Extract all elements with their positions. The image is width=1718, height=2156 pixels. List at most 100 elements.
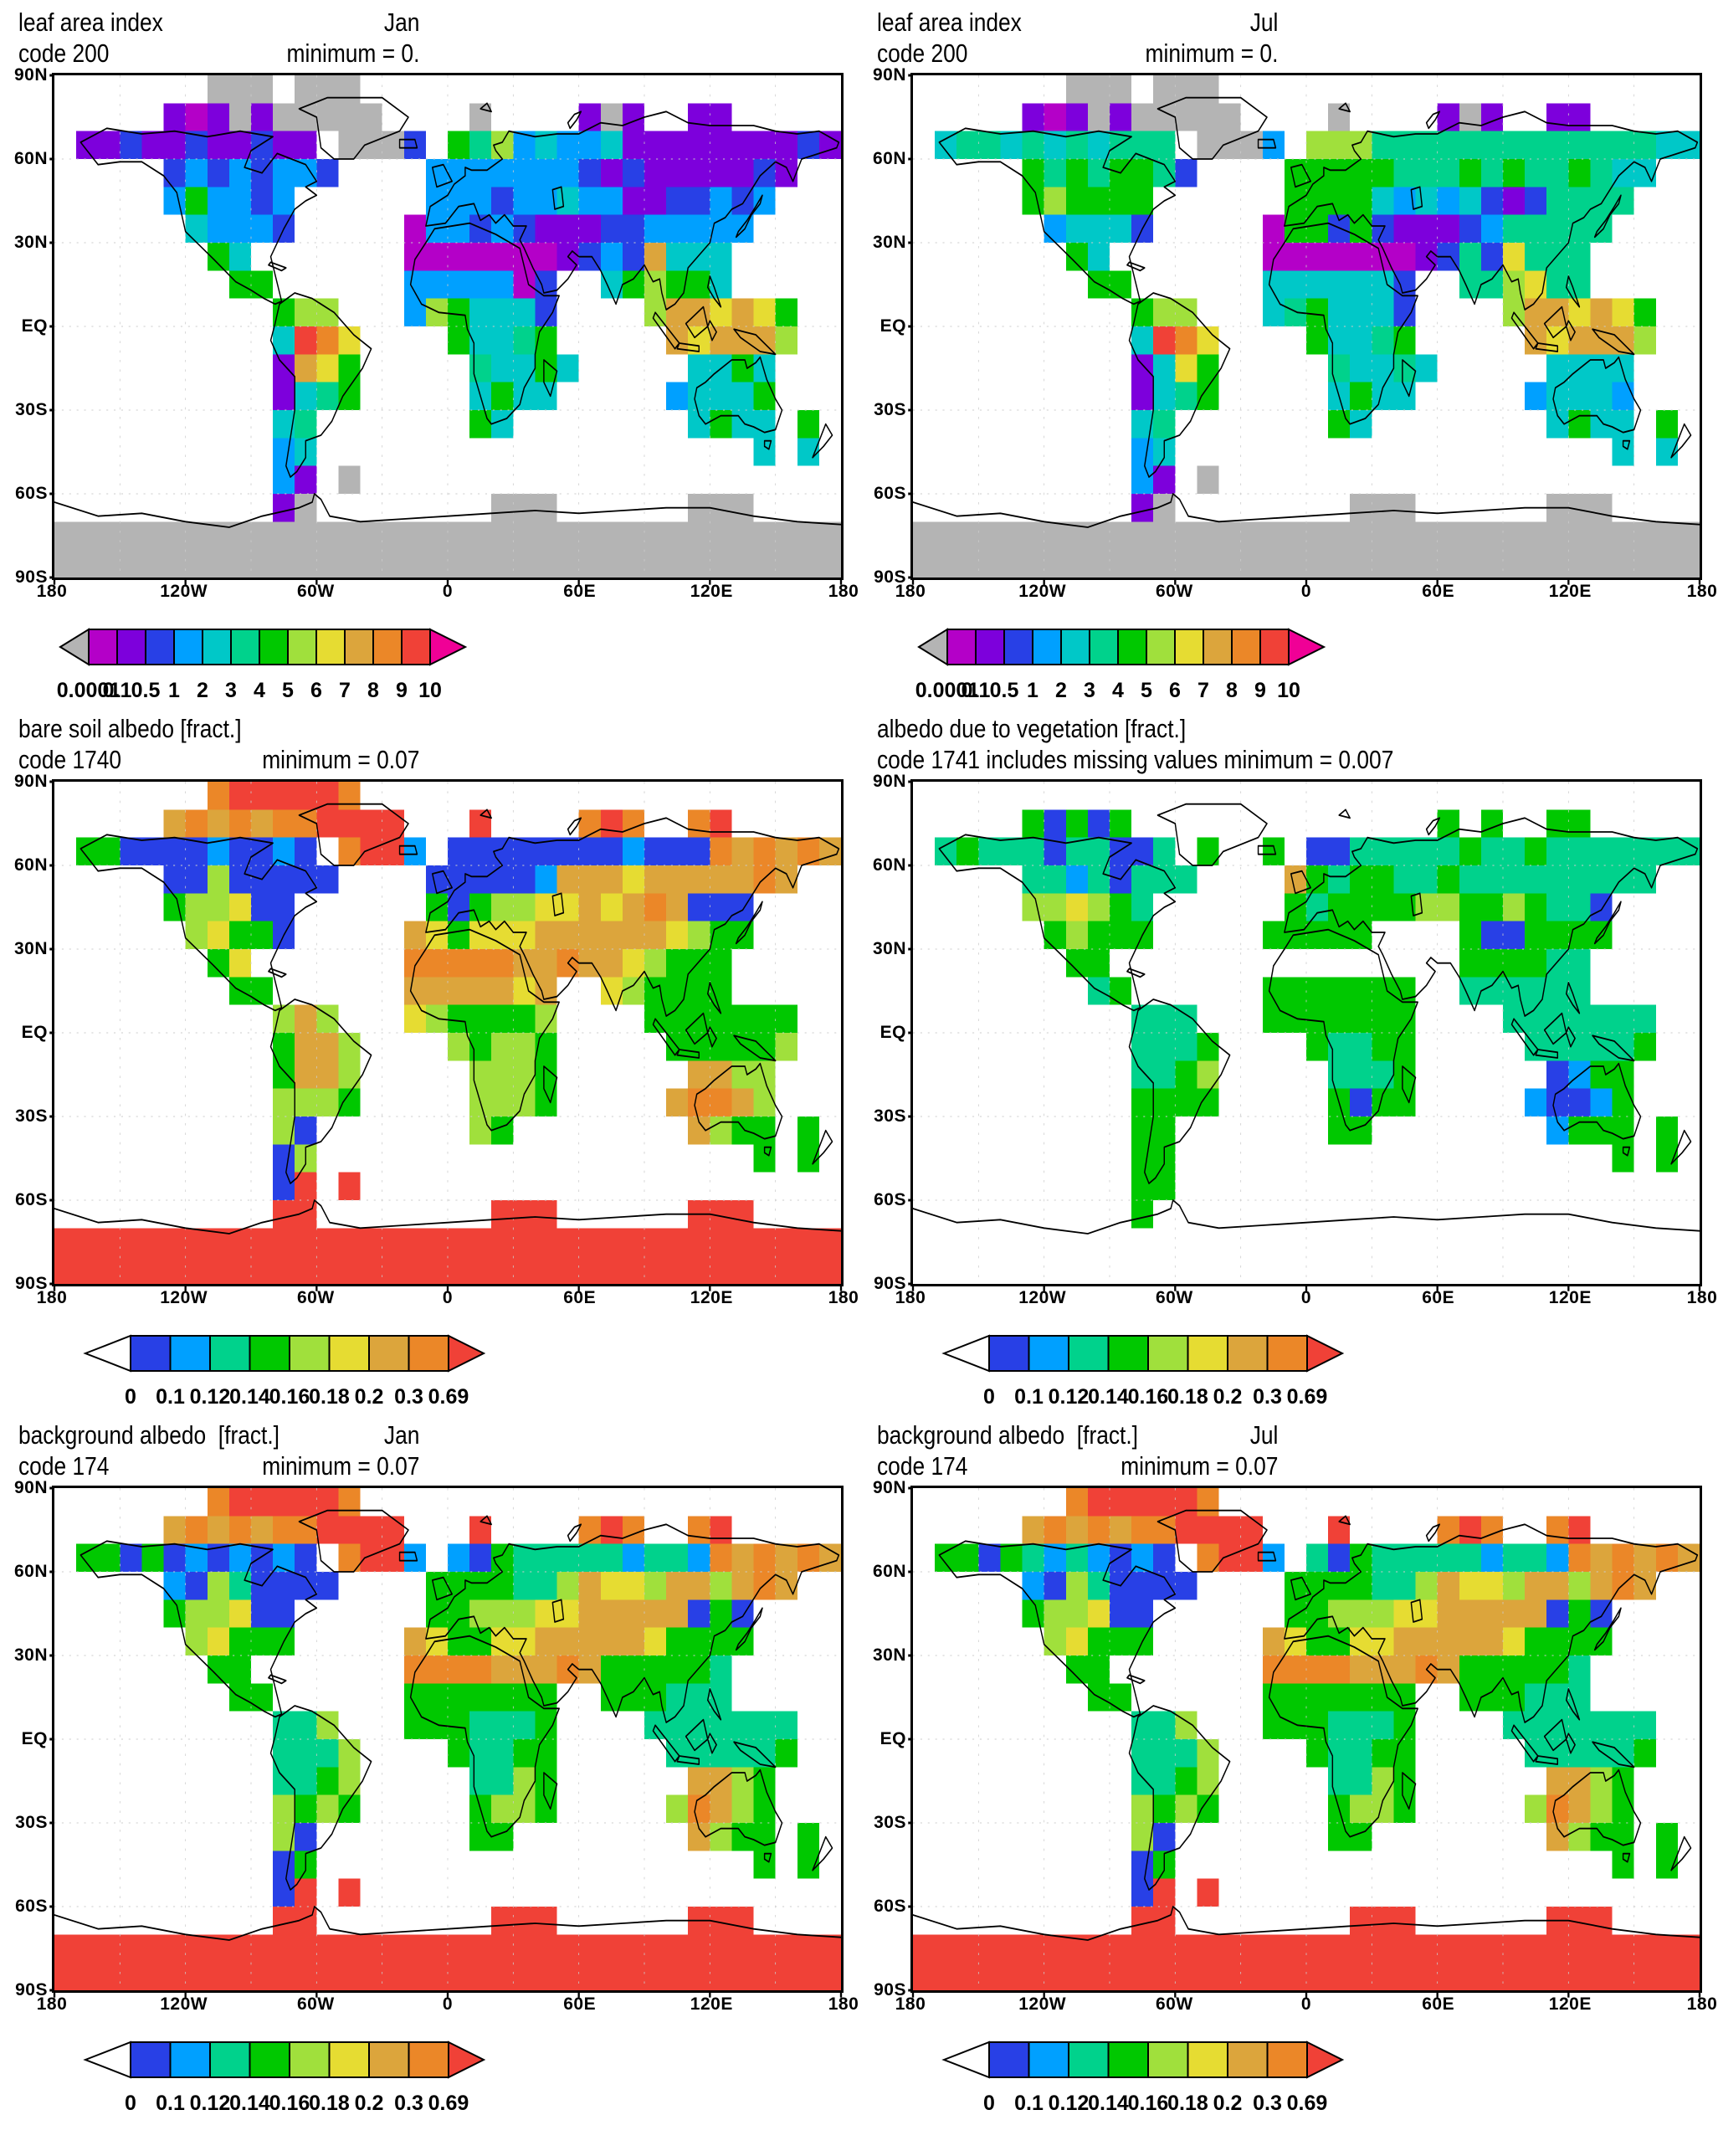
y-axis-label: 30N: [13, 939, 48, 958]
panel-month: Jul: [1249, 8, 1279, 37]
x-axis-label: 180: [828, 1994, 859, 2014]
y-axis-label: EQ: [21, 316, 48, 336]
svg-text:0: 0: [125, 2092, 136, 2115]
y-axis-label: 30N: [872, 233, 906, 252]
y-axis-label: 90N: [872, 772, 906, 791]
y-axis-label: EQ: [880, 1729, 906, 1748]
x-axis-label: 180: [36, 582, 68, 601]
svg-text:0.16: 0.16: [1128, 1385, 1169, 1409]
svg-text:0.69: 0.69: [428, 2092, 469, 2115]
map-cells-and-coastline: [49, 780, 843, 1291]
y-axis-label: 90S: [15, 567, 48, 587]
svg-text:2: 2: [197, 679, 208, 702]
map-cells-and-coastline: [49, 74, 843, 585]
x-axis-label: 60W: [296, 582, 335, 601]
x-axis-label: 0: [442, 1994, 454, 2014]
y-axis-label: 30N: [13, 1645, 48, 1665]
world-map: 90N 60N 30N EQ 30S 60S 90S: [873, 65, 1702, 587]
colorbar: 0 0.1 0.120.140.160.18 0.2 0.3 0.69: [83, 2041, 486, 2115]
x-axis-label: 0: [1300, 1994, 1312, 2014]
panel-code: code 174: [18, 1451, 110, 1481]
panel-header: background albedo [fract.] Jul code 174 …: [877, 1416, 1278, 1481]
panel-header: leaf area index Jan code 200 minimum = 0…: [18, 3, 419, 69]
x-axis-label: 120E: [690, 1994, 733, 2014]
panel-month: Jan: [383, 1420, 420, 1450]
svg-text:0.12: 0.12: [190, 2092, 231, 2115]
panel-code: code 200: [18, 38, 110, 68]
y-axis-label: 30N: [872, 939, 906, 958]
svg-text:3: 3: [1084, 679, 1095, 702]
y-axis-label: 60N: [13, 855, 48, 875]
svg-text:4: 4: [254, 679, 265, 702]
svg-text:0.1: 0.1: [962, 679, 991, 702]
x-axis-label: 120W: [160, 1994, 208, 2014]
x-axis-label: 60E: [1422, 1288, 1455, 1307]
y-axis-label: 90N: [13, 1478, 48, 1497]
y-axis-label: 30N: [872, 1645, 906, 1665]
svg-text:1: 1: [168, 679, 180, 702]
x-axis-label: 0: [1300, 582, 1312, 601]
svg-text:0.14: 0.14: [229, 1385, 270, 1409]
svg-text:7: 7: [339, 679, 351, 702]
panel-title: background albedo [fract.]: [877, 1420, 1139, 1450]
svg-text:8: 8: [367, 679, 379, 702]
svg-text:9: 9: [1254, 679, 1266, 702]
y-axis-label: EQ: [880, 1023, 906, 1042]
x-axis-label: 180: [1686, 1994, 1718, 2014]
x-axis-label: 60W: [296, 1288, 335, 1307]
x-axis-label: 120W: [1018, 1994, 1067, 2014]
panel-lai-jul: leaf area index Jul code 200 minimum = 0…: [859, 3, 1718, 703]
svg-text:0.3: 0.3: [1253, 1385, 1282, 1409]
y-axis-label: 30S: [15, 400, 48, 419]
svg-text:0.5: 0.5: [990, 679, 1019, 702]
panel-minimum: minimum = 0.07: [262, 1451, 420, 1481]
panel-vegetation-albedo: albedo due to vegetation [fract.] code 1…: [859, 710, 1718, 1409]
svg-text:0.3: 0.3: [1253, 2092, 1282, 2115]
panel-code: code 1741 includes missing values minimu…: [877, 745, 1394, 774]
world-map: 90N 60N 30N EQ 30S 60S 90S: [14, 1478, 844, 1999]
svg-text:0.0001: 0.0001: [57, 679, 121, 702]
svg-text:10: 10: [418, 679, 442, 702]
colorbar: 0 0.1 0.120.140.160.18 0.2 0.3 0.69: [941, 1334, 1345, 1409]
x-axis-label: 60E: [1422, 582, 1455, 601]
svg-text:3: 3: [225, 679, 237, 702]
x-axis-label: 120E: [690, 1288, 733, 1307]
x-axis-label: 60E: [1422, 1994, 1455, 2014]
svg-text:0.14: 0.14: [1088, 2092, 1129, 2115]
svg-text:0.1: 0.1: [1014, 1385, 1044, 1409]
svg-text:0.12: 0.12: [190, 1385, 231, 1409]
svg-text:0.1: 0.1: [1014, 2092, 1044, 2115]
svg-text:0.5: 0.5: [131, 679, 161, 702]
y-axis-label: 60N: [872, 855, 906, 875]
panel-header: leaf area index Jul code 200 minimum = 0…: [877, 3, 1278, 69]
svg-text:0: 0: [983, 1385, 995, 1409]
svg-text:0: 0: [125, 1385, 136, 1409]
svg-text:6: 6: [310, 679, 322, 702]
svg-text:2: 2: [1055, 679, 1067, 702]
x-axis-label: 180: [895, 582, 926, 601]
y-axis-label: 90S: [874, 1274, 906, 1293]
x-axis-label: 120W: [160, 582, 208, 601]
y-axis-label: 60S: [874, 1897, 906, 1916]
svg-text:0.69: 0.69: [1287, 2092, 1328, 2115]
panel-title: albedo due to vegetation [fract.]: [877, 714, 1187, 743]
map-cells-and-coastline: [49, 1486, 843, 1998]
svg-text:0.14: 0.14: [1088, 1385, 1129, 1409]
x-axis-label: 60W: [1155, 1994, 1193, 2014]
svg-text:7: 7: [1197, 679, 1209, 702]
x-axis-label: 60W: [1155, 582, 1193, 601]
x-axis-label: 60E: [563, 582, 597, 601]
x-axis: 180 120W 60W 0 60E 120E 180: [37, 580, 859, 605]
x-axis: 180 120W 60W 0 60E 120E 180: [895, 1286, 1717, 1312]
y-axis-label: 30S: [15, 1813, 48, 1832]
x-axis-label: 0: [1300, 1288, 1312, 1307]
map-cells-and-coastline: [908, 74, 1701, 585]
y-axis-label: 90S: [15, 1980, 48, 1999]
x-axis: 180 120W 60W 0 60E 120E 180: [37, 1993, 859, 2018]
svg-text:0.14: 0.14: [229, 2092, 270, 2115]
y-axis-label: 60S: [874, 484, 906, 503]
svg-text:0.0001: 0.0001: [915, 679, 980, 702]
